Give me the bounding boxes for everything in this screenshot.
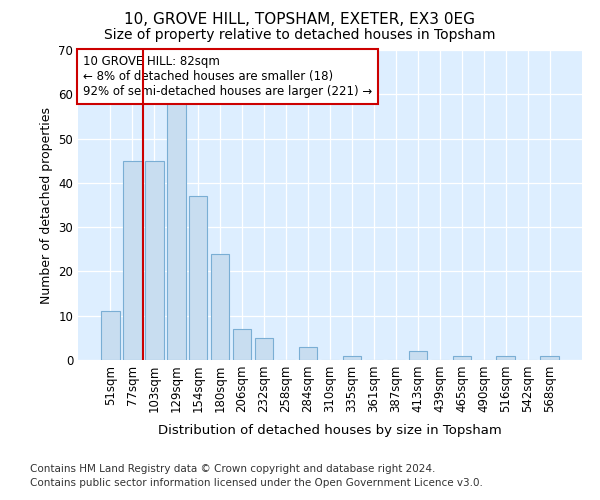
Text: Size of property relative to detached houses in Topsham: Size of property relative to detached ho… [104,28,496,42]
Bar [255,338,274,360]
Bar [541,356,559,360]
Text: Contains HM Land Registry data © Crown copyright and database right 2024.
Contai: Contains HM Land Registry data © Crown c… [30,464,483,487]
Text: 10, GROVE HILL, TOPSHAM, EXETER, EX3 0EG: 10, GROVE HILL, TOPSHAM, EXETER, EX3 0EG [125,12,476,28]
Bar [211,254,229,360]
Bar [123,160,142,360]
Bar [452,356,471,360]
Bar [145,160,164,360]
Bar [299,346,317,360]
Bar [101,312,119,360]
X-axis label: Distribution of detached houses by size in Topsham: Distribution of detached houses by size … [158,424,502,436]
Bar [167,98,185,360]
Bar [189,196,208,360]
Bar [409,351,427,360]
Y-axis label: Number of detached properties: Number of detached properties [40,106,53,304]
Bar [343,356,361,360]
Bar [233,329,251,360]
Bar [496,356,515,360]
Text: 10 GROVE HILL: 82sqm
← 8% of detached houses are smaller (18)
92% of semi-detach: 10 GROVE HILL: 82sqm ← 8% of detached ho… [83,54,372,98]
